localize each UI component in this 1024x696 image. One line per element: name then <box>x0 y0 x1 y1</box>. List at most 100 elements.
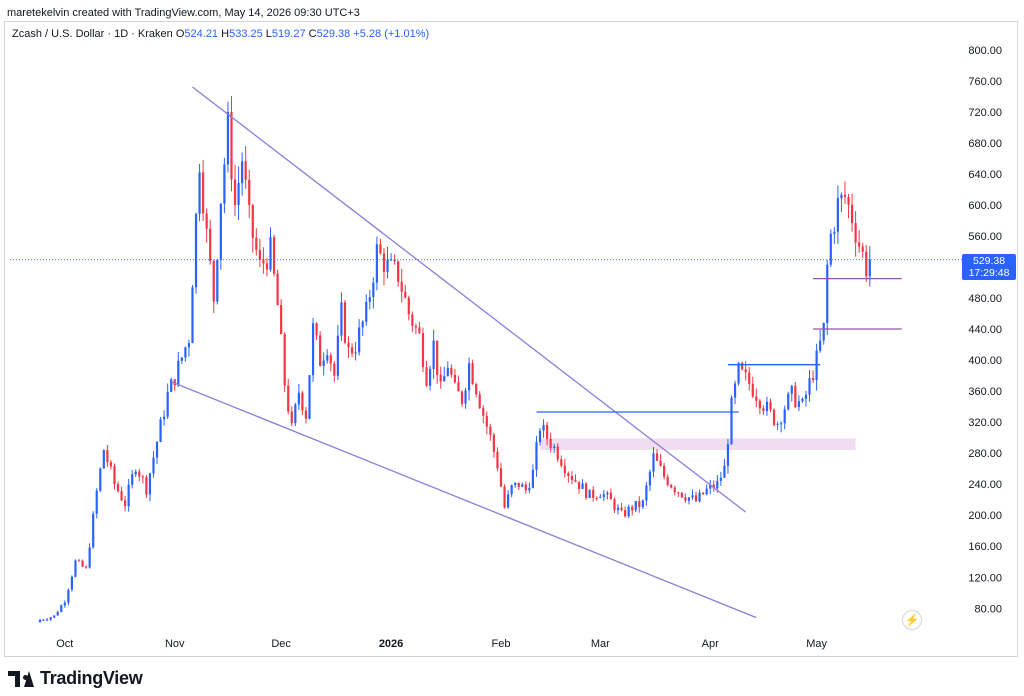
price-tick-label: 200.00 <box>968 510 1002 522</box>
candle-body <box>148 473 152 495</box>
candle-body <box>124 500 127 507</box>
trendline <box>170 381 757 619</box>
candle-body <box>226 111 230 165</box>
candle-body <box>283 334 286 386</box>
candle-body <box>163 416 166 420</box>
candle-body <box>233 179 237 205</box>
tradingview-footer: TradingView <box>8 668 143 689</box>
candle-body <box>492 434 496 452</box>
candle-body <box>272 237 276 274</box>
candle-body <box>205 213 208 229</box>
candle-body <box>418 327 421 334</box>
candle-body <box>308 375 311 419</box>
candle-body <box>808 378 811 395</box>
candle-body <box>769 401 772 410</box>
candle-body <box>81 560 84 567</box>
candle-body <box>847 196 850 205</box>
open-label: O <box>175 28 185 40</box>
candle-body <box>77 560 81 562</box>
candle-body <box>733 383 737 398</box>
candle-body <box>262 259 265 264</box>
symbol-legend[interactable]: Zcash / U.S. Dollar · 1D · Kraken O524.2… <box>12 28 429 40</box>
candle-body <box>358 327 361 353</box>
candle-body <box>698 492 701 502</box>
candle-body <box>56 611 59 616</box>
candle-body <box>350 347 354 354</box>
candle-body <box>382 253 386 273</box>
price-tick-label: 240.00 <box>968 479 1002 491</box>
close-label: C <box>308 28 317 40</box>
candle-body <box>574 479 577 482</box>
candle-body <box>787 393 790 410</box>
candle-body <box>393 259 396 262</box>
candle-body <box>783 409 786 424</box>
candle-body <box>276 273 279 306</box>
candle-body <box>528 487 531 491</box>
candle-body <box>343 302 347 343</box>
price-tick-label: 680.00 <box>968 138 1002 150</box>
candle-body <box>421 333 425 368</box>
chart-frame <box>4 21 1018 657</box>
drawing-layer <box>10 86 962 619</box>
candle-body <box>241 161 244 184</box>
price-tick-label: 800.00 <box>968 45 1002 57</box>
candle-body <box>280 305 283 335</box>
candle-body <box>106 450 109 463</box>
candle-body <box>116 484 120 492</box>
candle-body <box>478 394 481 409</box>
candle-body <box>868 259 871 277</box>
candle-body <box>113 466 116 485</box>
candle-body <box>560 459 563 466</box>
last-price-value: 529.38 <box>972 255 1006 267</box>
candle-body <box>450 368 453 375</box>
candle-body <box>173 379 176 386</box>
candle-body <box>155 441 159 458</box>
candle-body <box>744 369 747 373</box>
candle-body <box>134 471 137 475</box>
candle-body <box>425 367 428 386</box>
candle-body <box>602 494 605 498</box>
candle-body <box>613 499 616 511</box>
candle-body <box>627 506 630 517</box>
time-tick-label: Dec <box>271 638 291 650</box>
candle-body <box>624 510 627 517</box>
time-tick-label: Apr <box>702 638 719 650</box>
candle-body <box>659 460 662 466</box>
candle-body <box>684 497 687 501</box>
candle-body <box>414 325 417 328</box>
time-tick-label: Nov <box>165 638 185 650</box>
candle-body <box>170 379 173 392</box>
candle-body <box>180 357 183 361</box>
candle-body <box>712 484 715 489</box>
candle-body <box>865 251 868 277</box>
candle-body <box>102 450 105 469</box>
candle-body <box>666 476 669 485</box>
candle-body <box>365 301 368 322</box>
candle-body <box>854 223 857 243</box>
candle-body <box>567 473 570 477</box>
candle-body <box>655 453 659 461</box>
candle-body <box>95 490 98 514</box>
price-tick-label: 280.00 <box>968 448 1002 460</box>
lightning-icon[interactable]: ⚡ <box>902 610 922 630</box>
support-zone <box>540 438 856 451</box>
low-label: L <box>265 28 272 40</box>
candle-body <box>524 484 527 491</box>
close-value: 529.38 <box>316 28 351 40</box>
candle-body <box>723 465 726 478</box>
candle-body <box>159 419 162 442</box>
candle-body <box>315 323 318 336</box>
candle-body <box>776 423 779 425</box>
candle-body <box>347 342 350 348</box>
price-tick-label: 80.00 <box>974 603 1002 615</box>
candle-body <box>375 244 378 283</box>
candle-body <box>577 481 581 489</box>
candle-body <box>861 246 864 252</box>
candle-body <box>641 500 644 507</box>
candle-body <box>258 249 261 260</box>
candle-body <box>354 352 357 354</box>
candle-body <box>716 480 719 489</box>
candle-body <box>815 350 818 381</box>
bar-countdown: 17:29:48 <box>968 267 1010 279</box>
